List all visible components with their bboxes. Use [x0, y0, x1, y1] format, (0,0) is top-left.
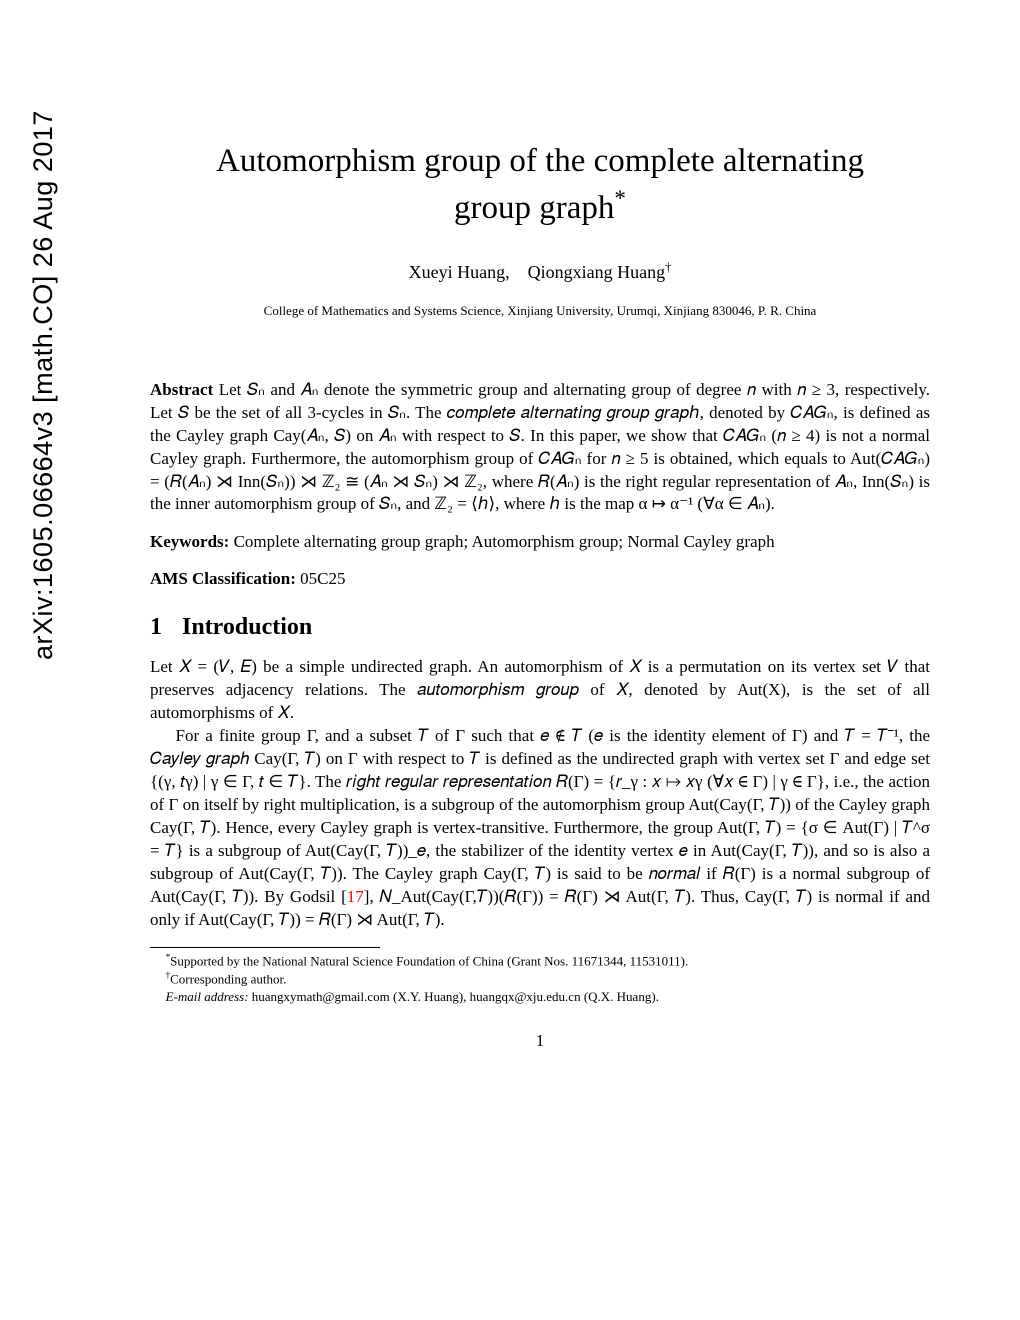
keywords-body: Complete alternating group graph; Automo… [229, 532, 774, 551]
introduction-body: Let 𝑋 = (𝑉, 𝐸) be a simple undirected gr… [150, 656, 930, 931]
footnote-1: *Supported by the National Natural Scien… [150, 951, 930, 970]
section-number: 1 [150, 614, 162, 641]
abstract-label: Abstract [150, 380, 213, 399]
footnote-3-text: huangxymath@gmail.com (X.Y. Huang), huan… [249, 989, 659, 1004]
intro-p2-part-a: For a finite group Γ, and a subset 𝑇 of … [150, 726, 930, 906]
footnote-1-text: Supported by the National Natural Scienc… [170, 953, 688, 968]
affiliation: College of Mathematics and Systems Scien… [150, 303, 930, 319]
abstract: Abstract Let 𝑆ₙ and 𝐴ₙ denote the symmet… [150, 379, 930, 517]
keywords-label: Keywords: [150, 532, 229, 551]
footnote-3: E-mail address: huangxymath@gmail.com (X… [150, 988, 930, 1006]
section-heading-1: 1 Introduction [150, 614, 930, 641]
footnote-2: †Corresponding author. [150, 969, 930, 988]
paper-title: Automorphism group of the complete alter… [150, 140, 930, 230]
paper-page: Automorphism group of the complete alter… [150, 0, 930, 1051]
page-number: 1 [150, 1031, 930, 1051]
title-footnote-marker: * [614, 185, 626, 211]
intro-paragraph-2: For a finite group Γ, and a subset 𝑇 of … [150, 725, 930, 931]
footnote-3-label: E-mail address: [166, 989, 249, 1004]
intro-paragraph-1: Let 𝑋 = (𝑉, 𝐸) be a simple undirected gr… [150, 656, 930, 725]
ams-body: 05C25 [296, 569, 346, 588]
author-footnote-marker: † [665, 260, 671, 274]
abstract-body: Let 𝑆ₙ and 𝐴ₙ denote the symmetric group… [150, 380, 930, 514]
title-line-2: group graph [454, 190, 614, 226]
arxiv-identifier: arXiv:1605.06664v3 [math.CO] 26 Aug 2017 [28, 110, 59, 660]
citation-17[interactable]: 17 [347, 887, 364, 906]
ams-label: AMS Classification: [150, 569, 296, 588]
section-title: Introduction [182, 614, 312, 640]
keywords: Keywords: Complete alternating group gra… [150, 531, 930, 554]
title-line-1: Automorphism group of the complete alter… [216, 143, 864, 179]
author-names: Xueyi Huang, Qiongxiang Huang [409, 262, 665, 282]
ams-classification: AMS Classification: 05C25 [150, 569, 930, 589]
footnote-2-text: Corresponding author. [170, 972, 286, 987]
authors: Xueyi Huang, Qiongxiang Huang† [150, 260, 930, 283]
